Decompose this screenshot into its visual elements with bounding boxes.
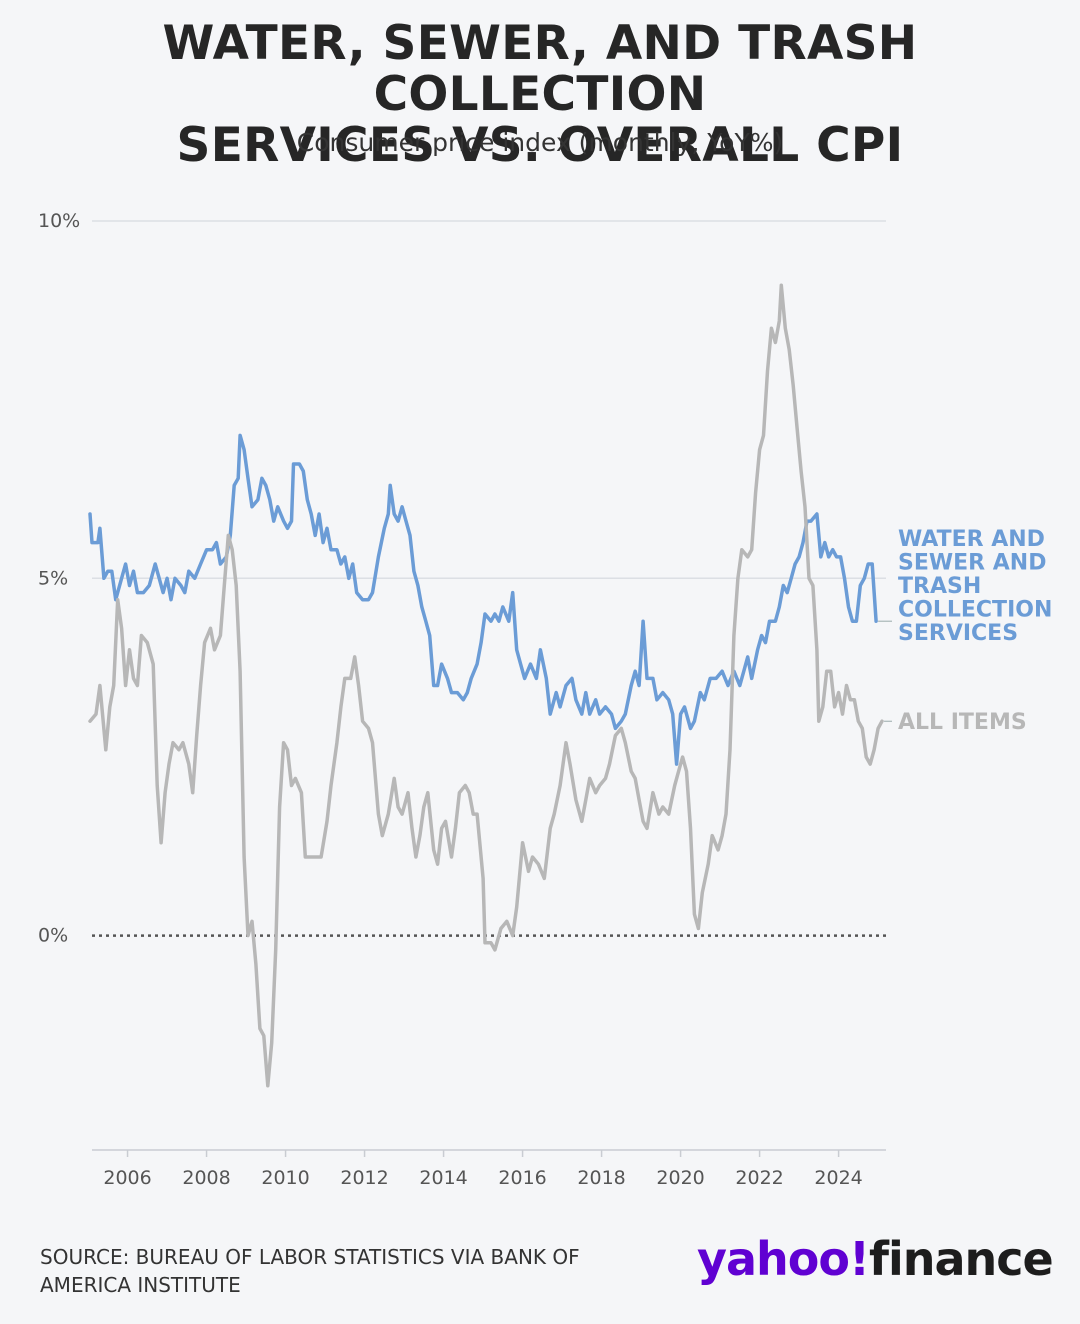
series-label: WATER AND xyxy=(898,527,1045,552)
x-tick-label: 2006 xyxy=(103,1167,151,1189)
chart-title: WATER, SEWER, AND TRASH COLLECTION SERVI… xyxy=(0,18,1080,171)
y-tick-label: 5% xyxy=(38,567,68,589)
chart-title-line-2: SERVICES VS. OVERALL CPI xyxy=(176,118,904,173)
x-tick-label: 2010 xyxy=(261,1167,309,1189)
all-items-line xyxy=(88,283,884,1088)
series-label: SEWER AND xyxy=(898,551,1046,576)
x-tick-label: 2022 xyxy=(735,1167,783,1189)
series-label: COLLECTION xyxy=(898,598,1052,623)
x-tick-label: 2012 xyxy=(340,1167,388,1189)
y-tick-label: 0% xyxy=(38,925,68,947)
y-tick-label: 10% xyxy=(38,210,80,232)
series-label: SERVICES xyxy=(898,621,1018,646)
series-label: ALL ITEMS xyxy=(898,710,1027,735)
chart-title-line-1: WATER, SEWER, AND TRASH COLLECTION xyxy=(162,16,918,122)
chart-subtitle: Consumer price index (monthly, YoY%) xyxy=(296,128,784,157)
x-tick-label: 2020 xyxy=(656,1167,704,1189)
x-tick-label: 2016 xyxy=(498,1167,546,1189)
series-label: TRASH xyxy=(898,574,981,599)
source-note: SOURCE: BUREAU OF LABOR STATISTICS VIA B… xyxy=(40,1245,580,1297)
yahoo-finance-logo: yahoo!finance xyxy=(697,1232,1054,1286)
logo-brand: yahoo! xyxy=(697,1232,870,1286)
water-sewer-trash-line xyxy=(88,433,878,766)
x-tick-label: 2018 xyxy=(577,1167,625,1189)
logo-product: finance xyxy=(868,1232,1054,1286)
x-tick-label: 2008 xyxy=(182,1167,230,1189)
x-tick-label: 2014 xyxy=(419,1167,467,1189)
x-tick-label: 2024 xyxy=(814,1167,862,1189)
